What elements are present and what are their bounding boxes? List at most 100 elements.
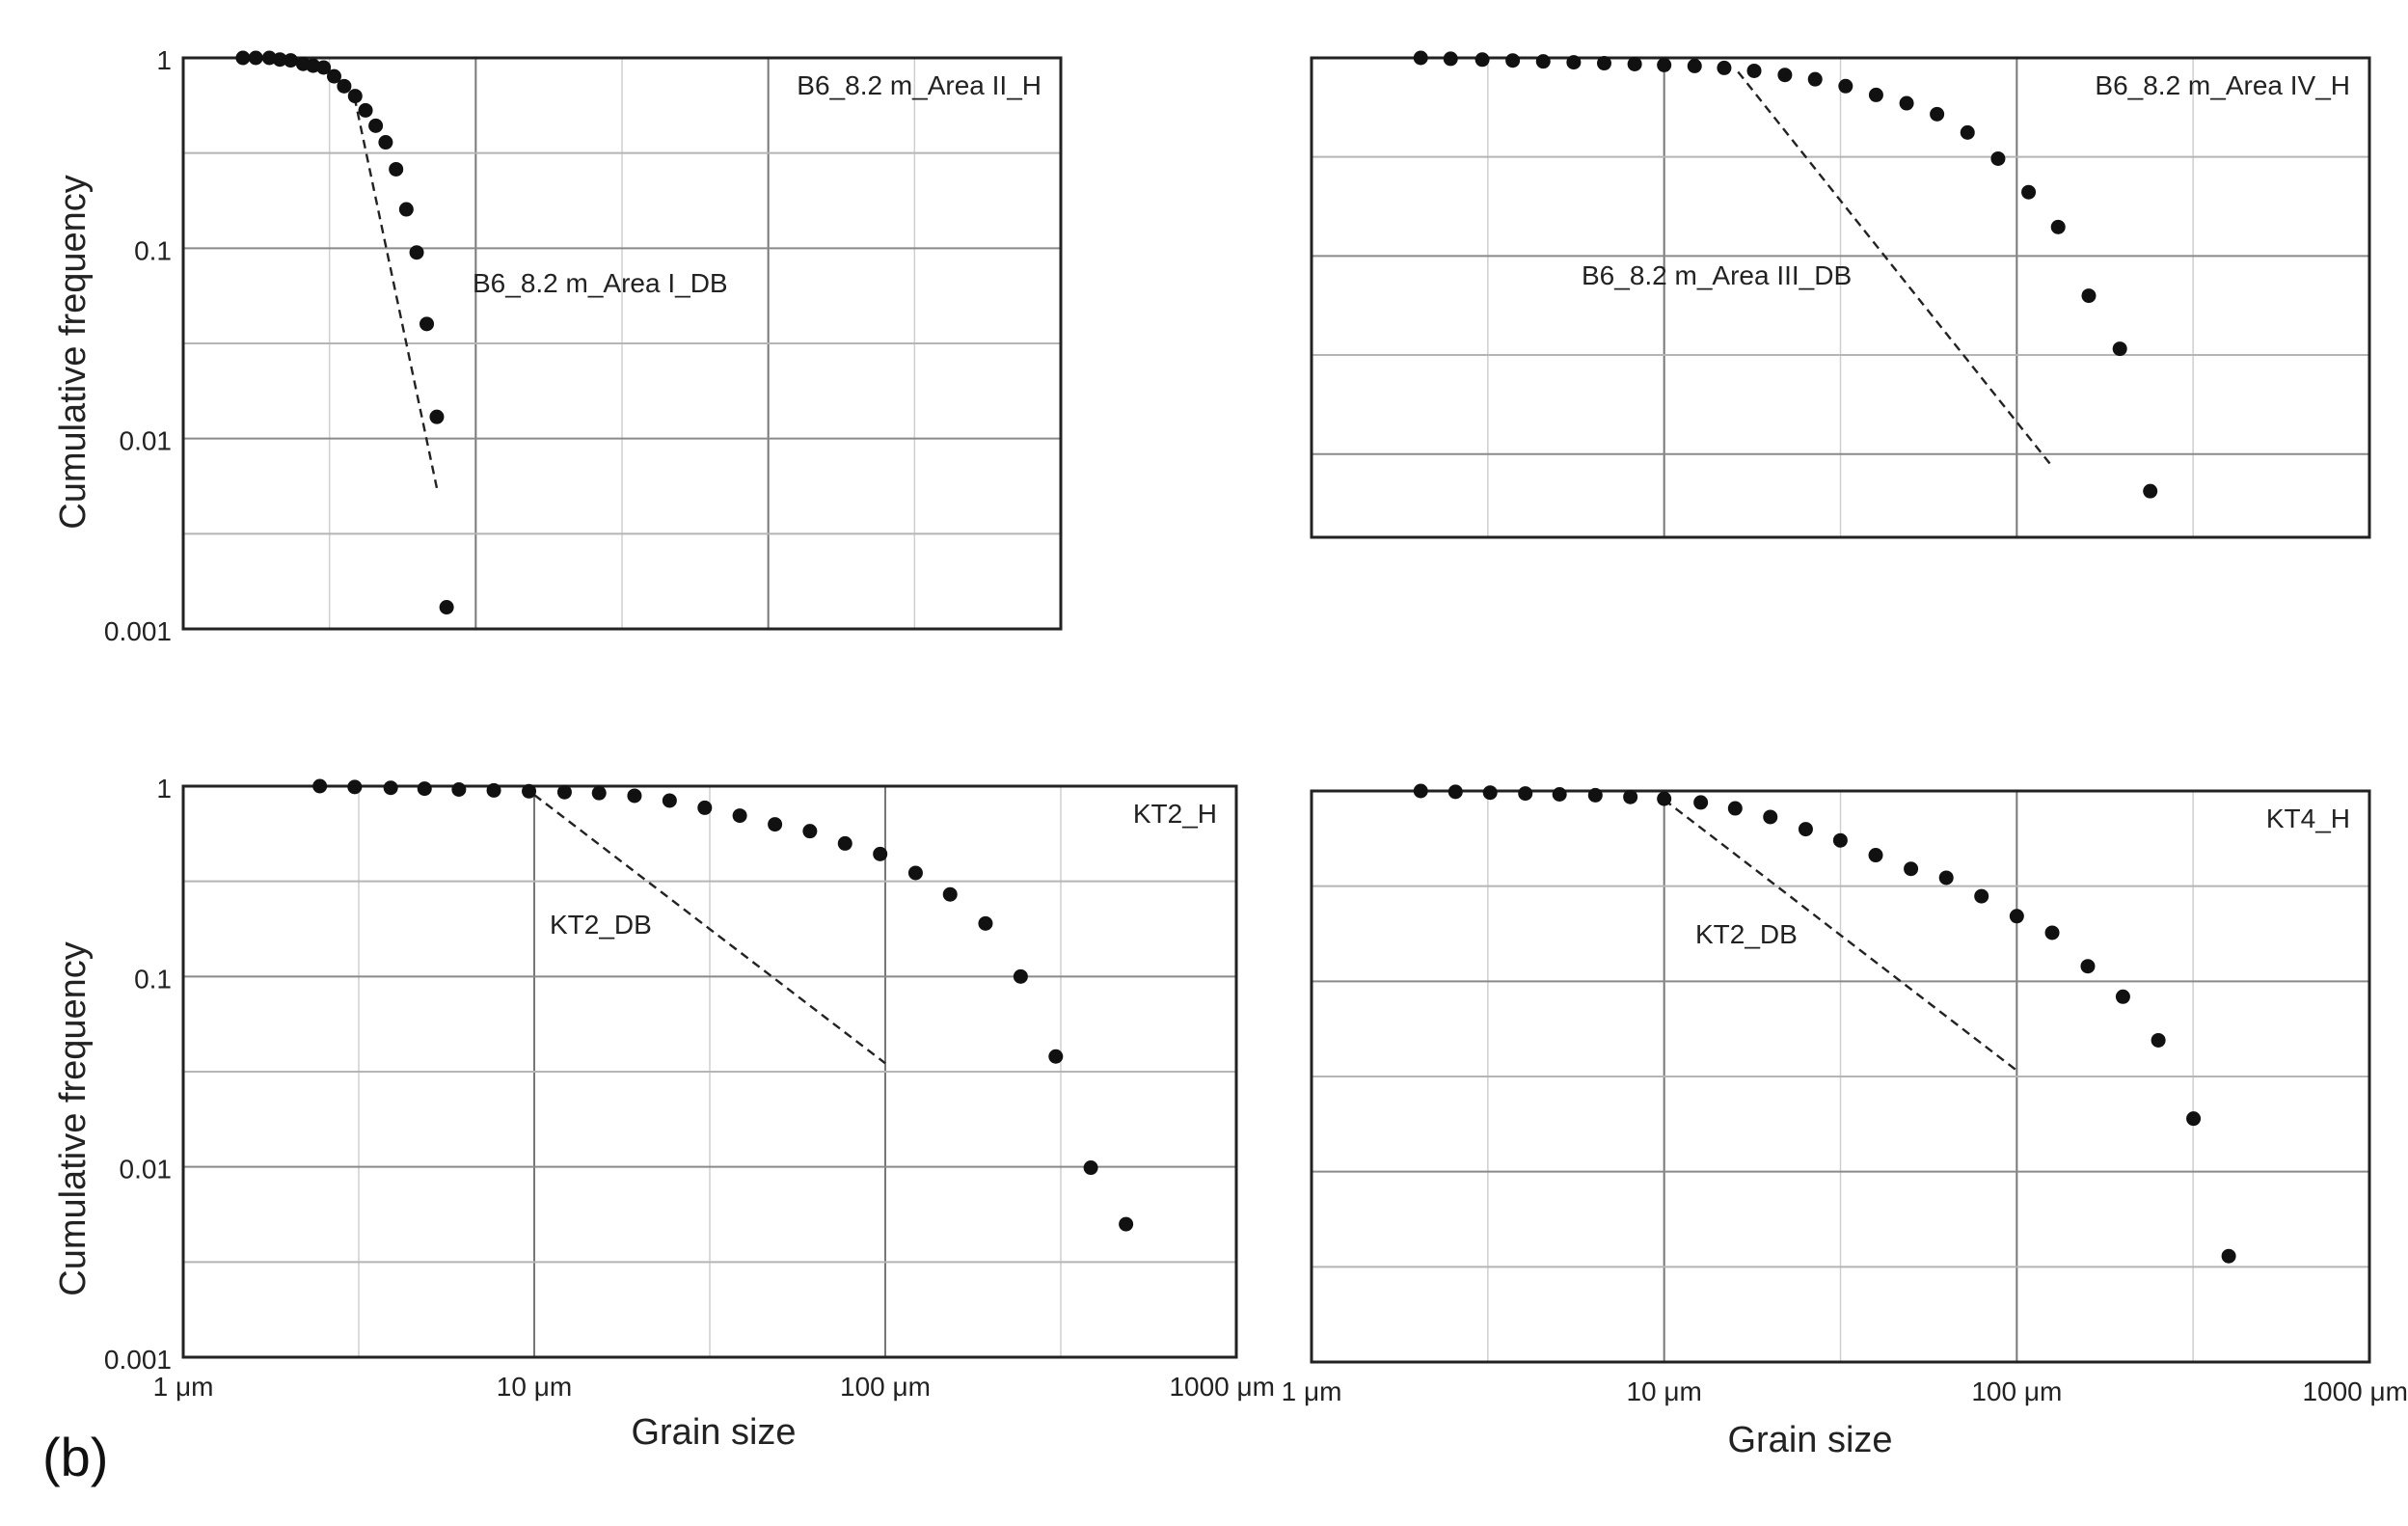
bottom-left-data-point — [1119, 1216, 1134, 1232]
bottom-left-data-point — [697, 800, 713, 815]
top-left-data-point — [368, 118, 384, 133]
bottom-right-data-point — [1798, 822, 1813, 837]
panel-label: (b) — [42, 1427, 109, 1487]
bottom-right-data-point — [1868, 848, 1883, 863]
bottom-left-data-point — [486, 782, 501, 798]
top-right-data-point — [1777, 68, 1793, 83]
grid-layer — [183, 58, 2369, 1362]
top-right-data-point — [1657, 57, 1672, 72]
top-left-ytick-label: 0.001 — [104, 616, 172, 646]
top-right-data-point — [1505, 53, 1521, 68]
top-right-data-point — [1596, 56, 1611, 71]
top-right-data-point — [2021, 184, 2037, 200]
bottom-left-plot-frame — [181, 784, 1238, 1359]
bottom-left-ytick-label: 0.01 — [120, 1155, 173, 1185]
text-layer: Cumulative frequency Cumulative frequenc… — [53, 45, 2408, 1460]
bottom-right-xtick-label: 100 μm — [1971, 1376, 2062, 1406]
bottom-left-ytick-label: 0.001 — [104, 1345, 172, 1375]
top-left-series-label: B6_8.2 m_Area II_H — [797, 70, 1042, 100]
bottom-right-data-point — [2009, 909, 2024, 924]
top-right-db-dashed-line — [1737, 70, 2055, 469]
bottom-left-db-line-label: KT2_DB — [550, 910, 652, 940]
top-right-data-point — [2081, 288, 2097, 304]
bottom-right-data-point — [1482, 785, 1498, 801]
top-right-series-label: B6_8.2 m_Area IV_H — [2095, 70, 2350, 100]
top-left-data-point — [316, 60, 332, 75]
top-right-data-point — [1413, 50, 1428, 66]
top-right-data-point — [2143, 483, 2158, 499]
bottom-right-data-point — [1938, 870, 1954, 886]
bottom-right-data-point — [1657, 791, 1672, 806]
bottom-left-data-point — [662, 793, 677, 808]
bottom-left-data-point — [1048, 1049, 1064, 1064]
top-right-data-point — [1717, 60, 1732, 75]
bottom-left-xtick-label: 100 μm — [840, 1372, 931, 1402]
top-left-data-point — [347, 89, 363, 104]
bottom-ylabel: Cumulative frequency — [53, 941, 94, 1296]
top-right-data-point — [2112, 341, 2127, 357]
top-right-data-point — [1838, 78, 1853, 94]
bottom-left-db-dashed-line — [533, 794, 886, 1065]
bottom-left-data-point — [942, 886, 958, 902]
top-left-data-point — [378, 135, 393, 150]
top-right-data-point — [1627, 56, 1642, 71]
top-right-data-point — [1475, 52, 1490, 68]
top-left-data-point — [248, 50, 263, 66]
bottom-right-data-point — [1974, 888, 1989, 904]
bottom-left-data-point — [347, 779, 363, 795]
bottom-right-data-point — [1727, 801, 1743, 816]
top-left-ytick-label: 1 — [156, 45, 172, 75]
bottom-left-ytick-label: 1 — [156, 774, 172, 804]
top-left-data-point — [398, 202, 414, 217]
bottom-left-data-point — [732, 808, 747, 824]
bottom-right-xtick-label: 1000 μm — [2302, 1376, 2408, 1406]
bottom-left-data-point — [556, 784, 572, 800]
bottom-right-data-point — [1693, 795, 1709, 810]
top-left-data-point — [235, 50, 251, 66]
top-right-data-point — [1990, 150, 2006, 166]
bottom-left-xtick-label: 1000 μm — [1169, 1372, 1275, 1402]
bottom-right-data-point — [1413, 783, 1428, 799]
bottom-right-data-point — [1448, 784, 1463, 800]
top-left-ytick-label: 0.01 — [120, 426, 173, 456]
bottom-left-data-point — [873, 846, 888, 861]
bottom-left-data-point — [768, 817, 783, 832]
bottom-left-xtick-label: 1 μm — [153, 1372, 214, 1402]
bottom-left-data-point — [312, 778, 328, 794]
top-right-data-point — [1868, 87, 1883, 102]
top-left-data-point — [283, 53, 298, 68]
bottom-right-data-point — [1623, 789, 1638, 804]
top-right-data-point — [1899, 95, 1914, 111]
top-left-data-point — [326, 68, 341, 84]
bottom-right-xtick-label: 1 μm — [1282, 1376, 1342, 1406]
bottom-right-data-point — [2044, 925, 2060, 940]
bottom-right-data-point — [1552, 786, 1567, 802]
bottom-right-xlabel: Grain size — [1727, 1420, 1892, 1460]
bottom-left-data-point — [591, 785, 607, 801]
bottom-left-data-point — [1013, 968, 1028, 984]
bottom-left-ytick-label: 0.1 — [134, 964, 172, 994]
bottom-right-series-label: KT4_H — [2266, 804, 2350, 833]
top-right-data-point — [1566, 55, 1582, 70]
bottom-right-data-point — [2221, 1248, 2236, 1264]
top-left-db-dashed-line — [353, 96, 439, 489]
bottom-right-data-point — [1832, 832, 1848, 848]
top-right-data-point — [1443, 51, 1458, 67]
bottom-left-xlabel: Grain size — [631, 1412, 796, 1453]
bottom-right-plot-frame — [1310, 789, 2371, 1364]
bottom-right-data-point — [2115, 989, 2130, 1004]
top-right-data-point — [1930, 106, 1945, 122]
top-left-data-point — [409, 245, 424, 260]
top-right-data-point — [2050, 219, 2066, 234]
top-left-data-point — [337, 78, 352, 94]
bottom-left-data-point — [627, 788, 642, 804]
bottom-right-db-line-label: KT2_DB — [1695, 919, 1798, 949]
bottom-left-data-point — [837, 835, 852, 851]
bottom-right-data-point — [1763, 809, 1778, 825]
bottom-right-data-point — [1904, 861, 1919, 877]
bottom-right-data-point — [2186, 1111, 2202, 1127]
top-right-data-point — [1535, 54, 1551, 69]
top-left-data-point — [389, 161, 404, 177]
top-right-data-point — [1960, 124, 1975, 140]
